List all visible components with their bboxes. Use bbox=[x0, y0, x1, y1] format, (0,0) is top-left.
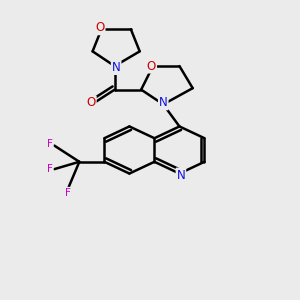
Text: N: N bbox=[176, 169, 185, 182]
Text: F: F bbox=[47, 164, 53, 174]
Text: O: O bbox=[86, 96, 96, 110]
Text: N: N bbox=[159, 96, 168, 110]
Text: N: N bbox=[112, 61, 121, 74]
Text: O: O bbox=[95, 21, 105, 34]
Text: O: O bbox=[147, 60, 156, 73]
Text: F: F bbox=[64, 188, 70, 198]
Text: F: F bbox=[47, 139, 53, 149]
